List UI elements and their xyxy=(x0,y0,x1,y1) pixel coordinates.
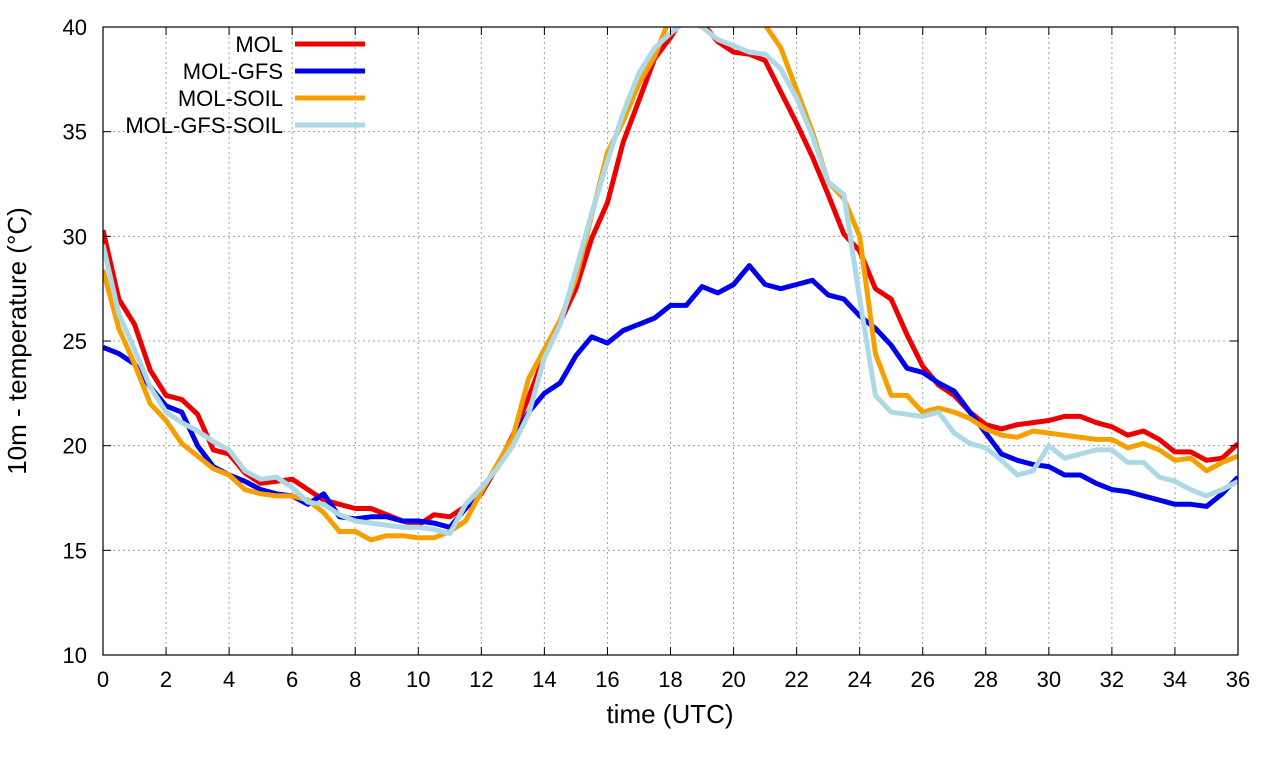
x-tick-label: 8 xyxy=(349,667,361,692)
x-tick-label: 16 xyxy=(595,667,619,692)
x-tick-label: 28 xyxy=(974,667,998,692)
x-axis-title: time (UTC) xyxy=(606,699,733,729)
legend-label-mol: MOL xyxy=(235,32,283,57)
x-tick-label: 34 xyxy=(1163,667,1187,692)
series-line-mol-soil xyxy=(103,27,1238,543)
x-tick-label: 20 xyxy=(721,667,745,692)
x-tick-label: 2 xyxy=(160,667,172,692)
x-tick-label: 6 xyxy=(286,667,298,692)
axis-ticks: 0 2 4 6 8 10 12 14 16 18 20 22 24 26 28 30 32 34 361015202… xyxy=(63,15,1251,692)
y-axis-title: 10m - temperature (°C) xyxy=(2,207,32,475)
x-tick-label: 36 xyxy=(1226,667,1250,692)
y-tick-label: 35 xyxy=(63,120,87,145)
x-tick-label: 22 xyxy=(784,667,808,692)
legend-label-mol-gfs-soil: MOL-GFS-SOIL xyxy=(125,113,283,138)
x-tick-label: 10 xyxy=(406,667,430,692)
legend-label-mol-gfs: MOL-GFS xyxy=(183,59,283,84)
y-tick-label: 40 xyxy=(63,15,87,40)
x-tick-label: 32 xyxy=(1100,667,1124,692)
legend-label-mol-soil: MOL-SOIL xyxy=(178,86,283,111)
x-tick-label: 12 xyxy=(469,667,493,692)
y-tick-label: 15 xyxy=(63,538,87,563)
x-tick-label: 4 xyxy=(223,667,235,692)
x-tick-label: 26 xyxy=(910,667,934,692)
y-tick-label: 10 xyxy=(63,643,87,668)
x-tick-label: 18 xyxy=(658,667,682,692)
x-tick-label: 0 xyxy=(97,667,109,692)
x-tick-label: 14 xyxy=(532,667,556,692)
y-tick-label: 25 xyxy=(63,329,87,354)
y-tick-label: 30 xyxy=(63,224,87,249)
y-tick-label: 20 xyxy=(63,434,87,459)
x-tick-label: 30 xyxy=(1037,667,1061,692)
x-tick-label: 24 xyxy=(847,667,871,692)
series-line-mol xyxy=(103,27,1238,528)
